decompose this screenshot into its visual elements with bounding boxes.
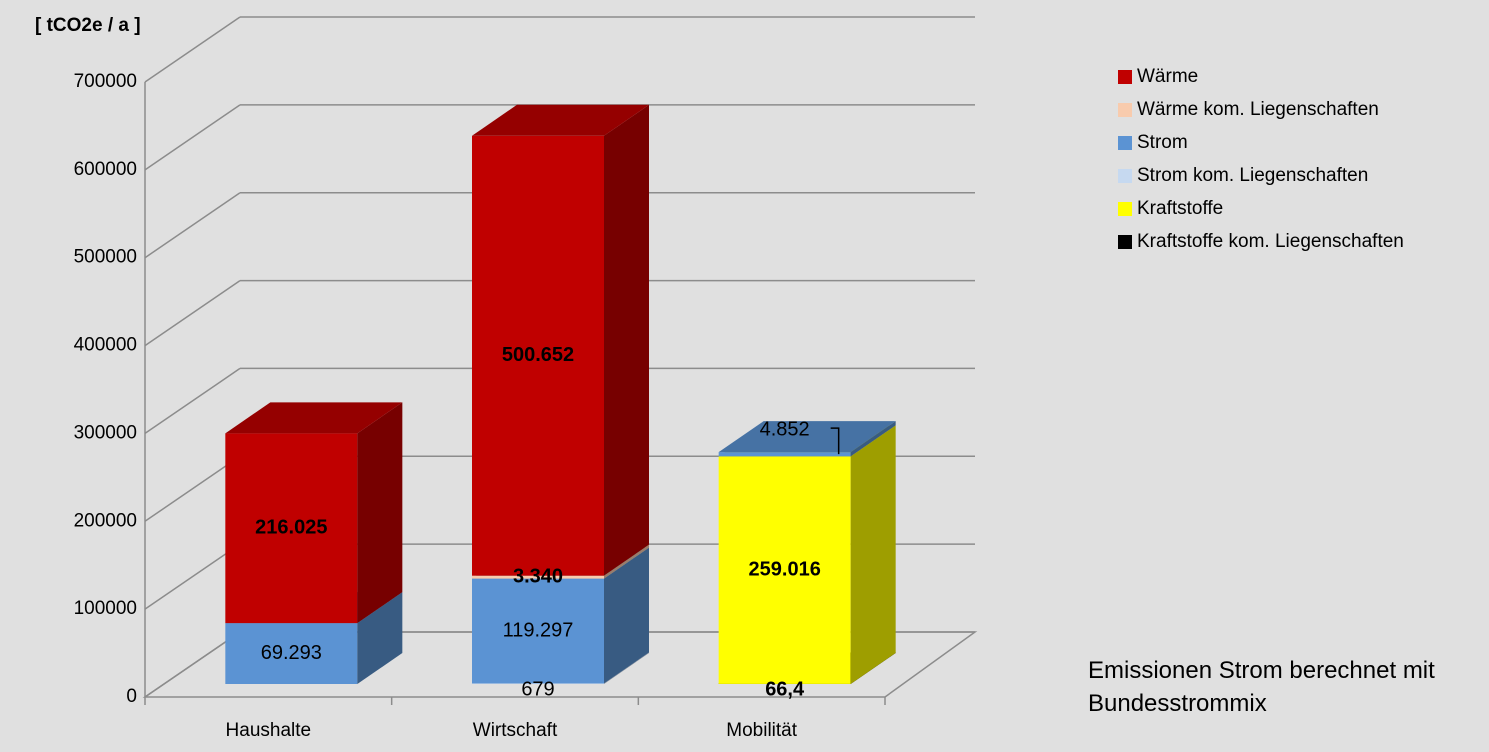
grid-line-side <box>144 367 241 435</box>
y-tick-label: 700000 <box>74 71 137 92</box>
data-label: 69.293 <box>261 642 322 664</box>
bar-segment <box>225 433 358 624</box>
grid-line-side <box>144 279 241 347</box>
legend-label: Kraftstoffe kom. Liegenschaften <box>1137 231 1404 252</box>
bar-segment <box>472 135 604 576</box>
bar-side <box>357 592 403 684</box>
data-label: 4.852 <box>760 418 810 440</box>
legend-swatch <box>1118 202 1132 216</box>
y-tick-label: 500000 <box>74 247 137 268</box>
x-tick-label: Mobilität <box>726 720 797 741</box>
bar-segment <box>472 578 604 684</box>
grid-line-side <box>144 104 241 171</box>
bar-segment <box>718 452 851 457</box>
legend-label: Kraftstoffe <box>1137 198 1223 219</box>
y-tick-label: 300000 <box>74 422 137 443</box>
bar-side <box>604 547 649 684</box>
grid-line-side <box>144 543 241 610</box>
data-label: 500.652 <box>502 344 574 366</box>
data-label: 679 <box>521 678 554 700</box>
legend-swatch <box>1118 70 1132 84</box>
bar-side <box>850 425 896 684</box>
bar-side <box>604 104 649 576</box>
bar-side <box>357 402 403 624</box>
bar-side <box>850 421 896 457</box>
bar-side <box>604 544 649 579</box>
bar-segment <box>472 575 604 579</box>
legend-swatch <box>1118 235 1132 249</box>
grid-line-side <box>144 631 241 698</box>
bar-top <box>225 402 403 434</box>
legend-label: Strom <box>1137 132 1188 153</box>
y-tick-label: 200000 <box>74 510 137 531</box>
legend-label: Strom kom. Liegenschaften <box>1137 165 1368 186</box>
bar-segment <box>718 456 851 684</box>
x-tick-label: Wirtschaft <box>473 720 558 741</box>
legend-swatch <box>1118 136 1132 150</box>
label-leader <box>830 427 840 455</box>
grid-line-side <box>144 455 241 522</box>
y-tick-label: 0 <box>126 686 137 707</box>
legend-label: Wärme kom. Liegenschaften <box>1137 99 1379 120</box>
bar-top <box>718 421 896 453</box>
y-tick-label: 400000 <box>74 335 137 356</box>
bar-side <box>604 652 649 684</box>
bar-top <box>472 104 649 136</box>
legend-label: Wärme <box>1137 66 1198 87</box>
bar-segment <box>225 623 358 684</box>
y-tick-label: 100000 <box>74 598 137 619</box>
grid-line-side <box>144 16 241 83</box>
y-tick-label: 600000 <box>74 159 137 180</box>
grid-line-side <box>144 192 241 259</box>
data-label: 259.016 <box>749 558 821 580</box>
legend-swatch <box>1118 103 1132 117</box>
data-label: 216.025 <box>255 517 327 539</box>
y-axis-title: [ tCO2e / a ] <box>35 15 141 36</box>
bar-segment <box>472 683 604 684</box>
annotation: Emissionen Strom berechnet mit Bundesstr… <box>1088 657 1435 717</box>
legend-swatch <box>1118 169 1132 183</box>
data-label: 3.340 <box>513 565 563 587</box>
x-tick-label: Haushalte <box>226 720 312 741</box>
data-label: 119.297 <box>503 619 574 641</box>
data-label: 66,4 <box>765 678 805 700</box>
